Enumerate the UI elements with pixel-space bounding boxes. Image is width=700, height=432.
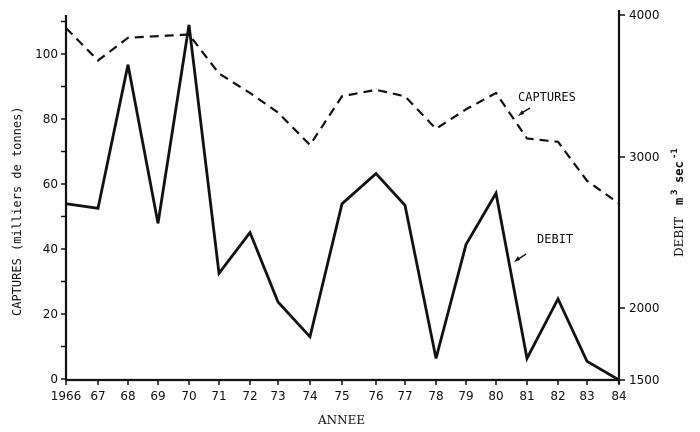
x-tick-label: 77 <box>397 389 412 403</box>
left-axis-title: CAPTURES (milliers de tonnes) <box>10 106 24 316</box>
x-tick-label: 67 <box>90 389 105 403</box>
x-tick-label: 72 <box>242 389 257 403</box>
left-tick-label: 80 <box>43 112 58 126</box>
x-tick-label: 81 <box>519 389 534 403</box>
captures-arrowhead-icon <box>518 110 524 116</box>
left-tick-label: 0 <box>50 372 58 386</box>
series-group <box>65 24 620 382</box>
right-axis-unit-sec: sec <box>672 161 686 183</box>
captures-annotation: CAPTURES <box>518 90 576 104</box>
x-tick-label: 74 <box>302 389 317 403</box>
left-tick-label: 60 <box>43 177 58 191</box>
right-tick-label: 3000 <box>629 150 660 164</box>
x-tick-label: 70 <box>181 389 196 403</box>
right-tick-label: 2000 <box>629 301 660 315</box>
x-axis-title: ANNEE <box>317 413 365 427</box>
left-tick-label: 100 <box>35 47 58 61</box>
x-tick-label: 84 <box>611 389 626 403</box>
x-tick-label: 1966 <box>51 389 82 403</box>
x-tick-label: 78 <box>428 389 443 403</box>
right-axis-unit-exp3: 3 <box>670 190 680 195</box>
axes: 0 20 40 60 80 100 1500 2000 3000 4000 1966 67 68 69 70… <box>35 8 659 403</box>
series-debit-line <box>65 24 620 382</box>
right-axis-title-debit: DEBIT <box>672 217 686 257</box>
x-tick-label: 73 <box>270 389 285 403</box>
x-tick-label: 76 <box>368 389 383 403</box>
right-axis-title: DEBIT m 3 sec -1 <box>670 148 686 257</box>
x-tick-label: 69 <box>150 389 165 403</box>
x-tick-label: 80 <box>488 389 503 403</box>
x-tick-label: 75 <box>334 389 349 403</box>
series-captures-line <box>65 27 620 205</box>
x-tick-label: 83 <box>579 389 594 403</box>
left-tick-label: 40 <box>43 242 58 256</box>
right-tick-label: 1500 <box>629 373 660 387</box>
right-axis-unit-m: m <box>672 198 686 205</box>
debit-arrowhead-icon <box>514 256 520 262</box>
left-tick-label: 20 <box>43 307 58 321</box>
debit-annotation: DEBIT <box>537 232 573 246</box>
x-tick-label: 79 <box>458 389 473 403</box>
right-axis-unit-exp: -1 <box>670 148 680 159</box>
x-tick-label: 82 <box>550 389 565 403</box>
right-tick-label: 4000 <box>629 8 660 22</box>
x-tick-label: 71 <box>211 389 226 403</box>
x-tick-label: 68 <box>120 389 135 403</box>
